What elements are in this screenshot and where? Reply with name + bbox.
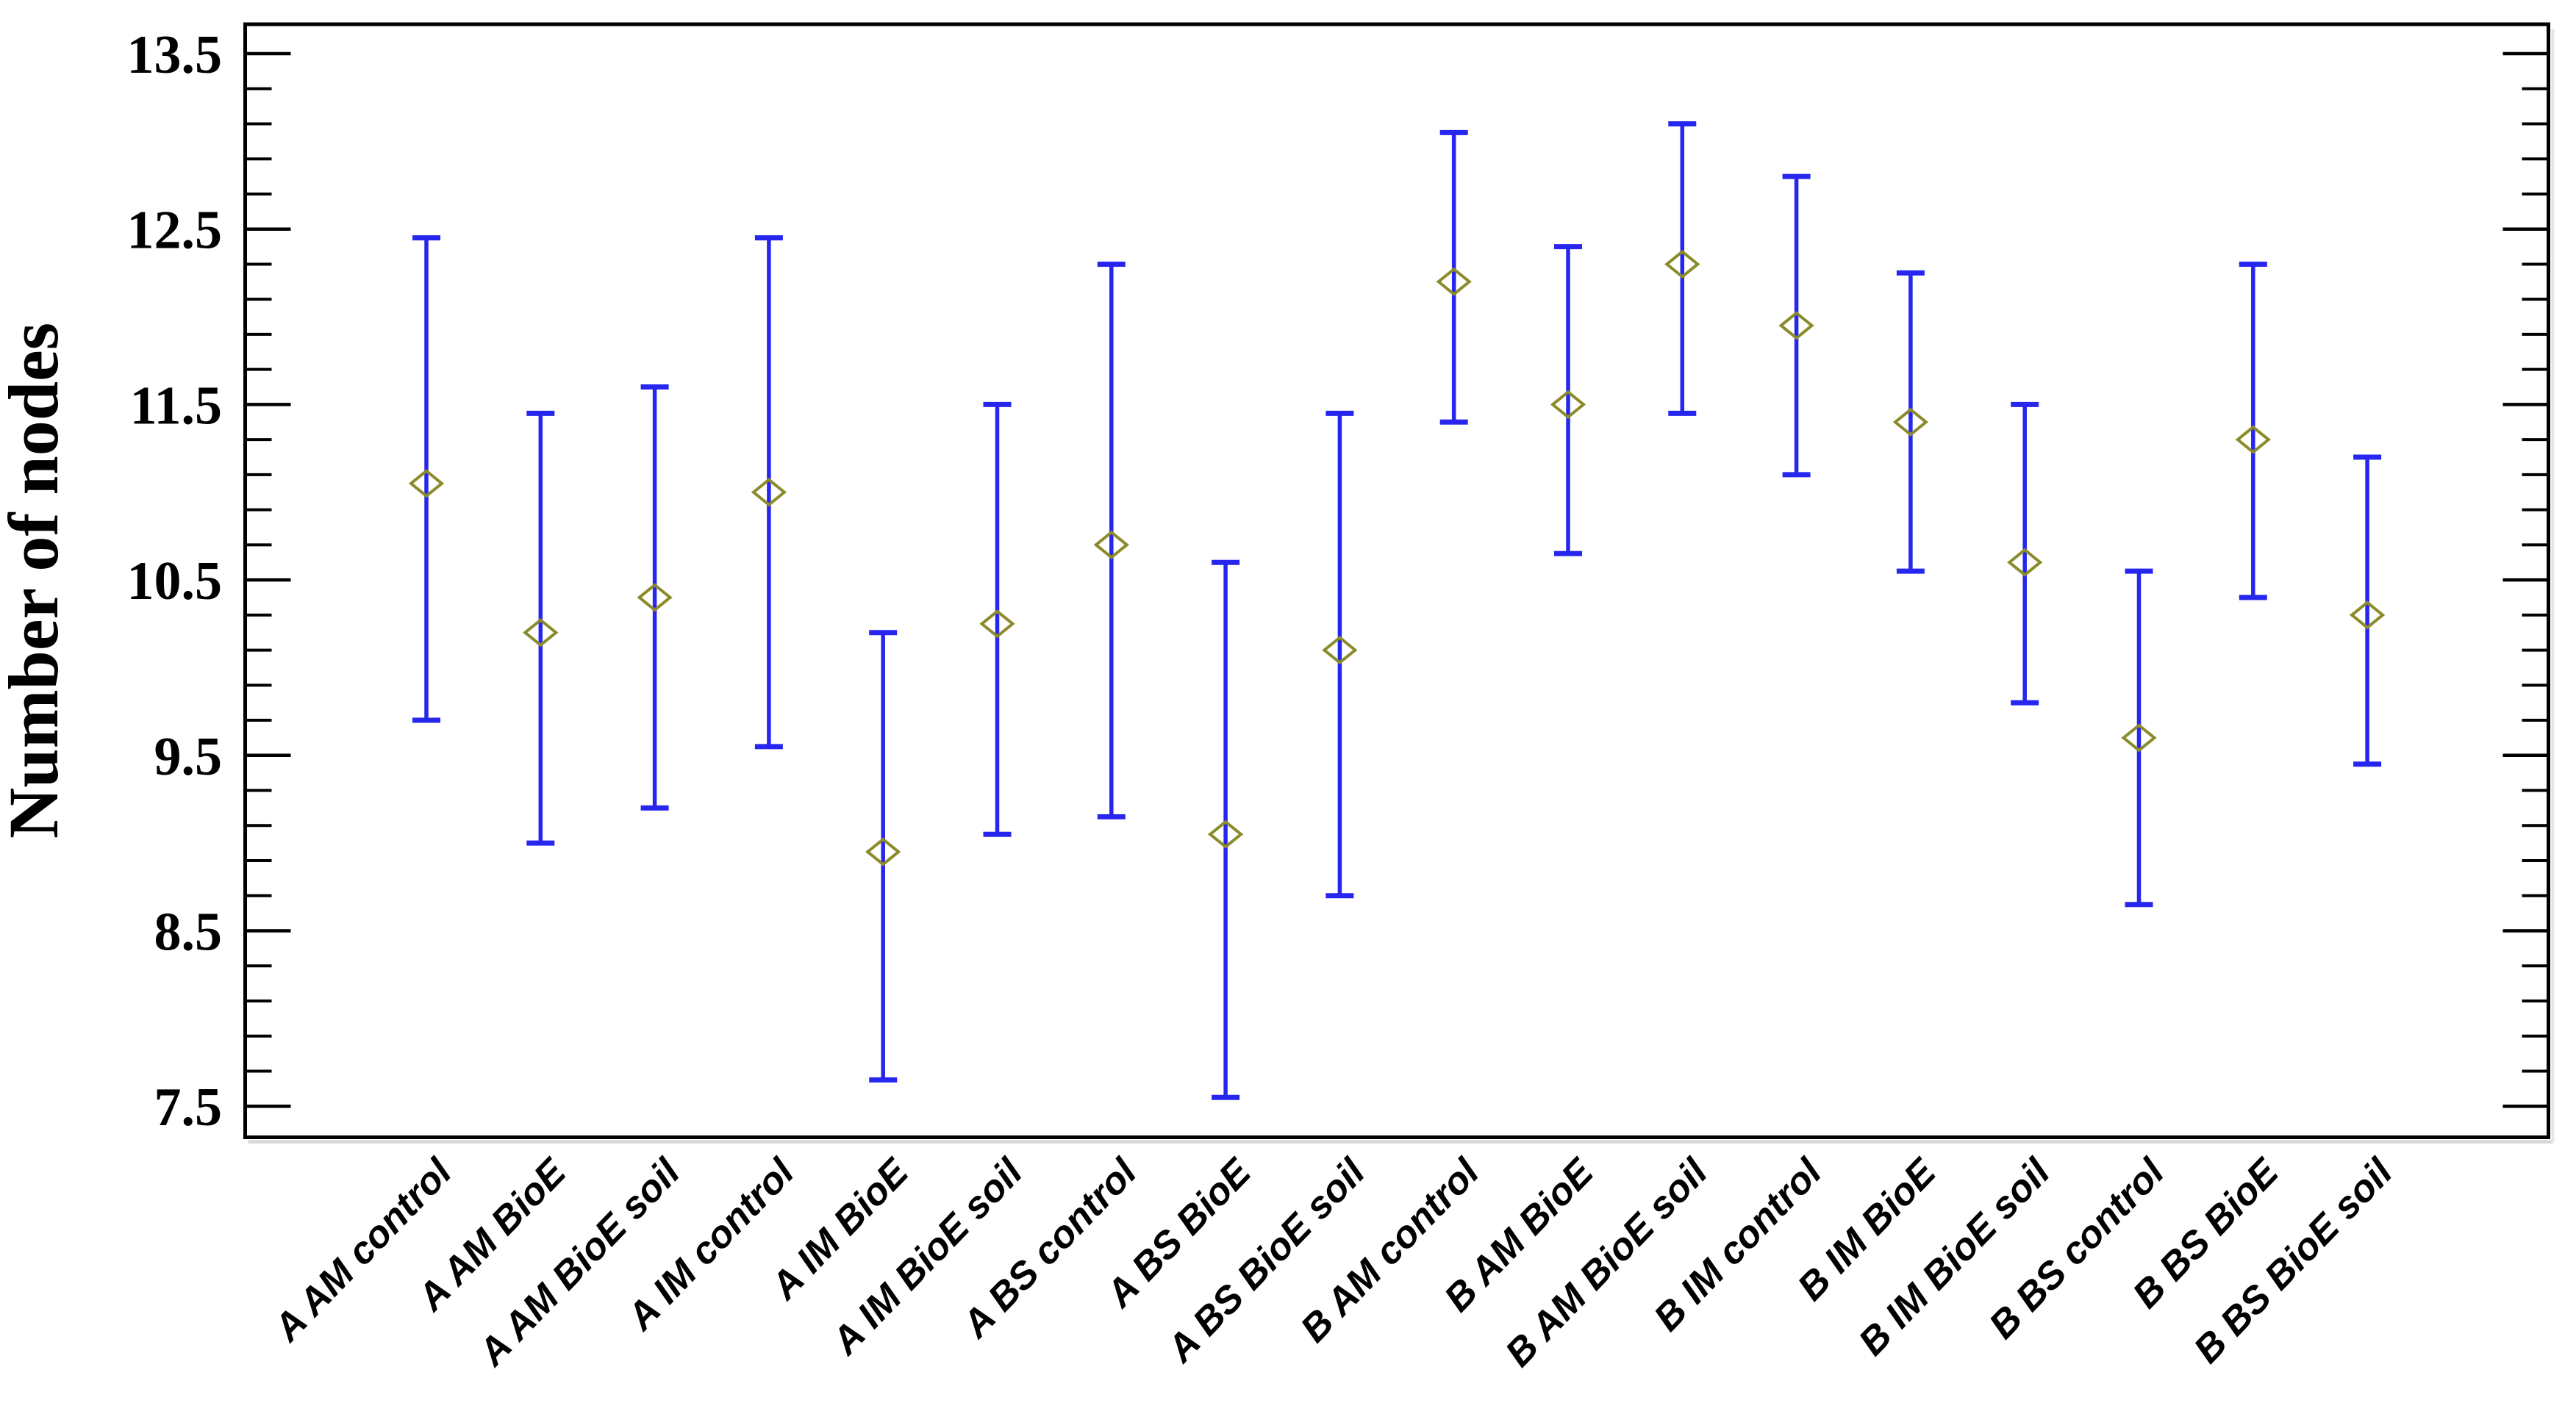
x-tick-label: B BS BioE soil [2186, 1150, 2402, 1371]
mean-marker-diamond [408, 469, 445, 498]
x-tick-label: A IM BioE soil [823, 1150, 1032, 1364]
y-tick-label: 13.5 [127, 25, 223, 85]
x-tick-label: A BS BioE soil [1158, 1150, 1374, 1371]
mean-marker-diamond [637, 583, 673, 612]
mean-marker-diamond [523, 618, 559, 647]
x-tick-label: B IM BioE soil [1850, 1150, 2059, 1364]
plot-frame [243, 22, 2550, 1139]
y-axis-title: Number of nodes [0, 323, 73, 839]
y-tick-label: 7.5 [154, 1077, 223, 1138]
mean-marker-diamond [1322, 636, 1358, 665]
mean-marker-diamond [2235, 425, 2271, 454]
mean-marker-diamond [2349, 600, 2386, 630]
mean-marker-diamond [1550, 390, 1586, 419]
y-tick-label: 12.5 [127, 201, 223, 261]
x-tick-label: A AM control [265, 1150, 460, 1351]
mean-marker-diamond [2007, 548, 2043, 577]
mean-marker-diamond [2121, 723, 2157, 753]
mean-marker-diamond [1778, 311, 1814, 340]
mean-marker-diamond [751, 478, 787, 507]
mean-marker-diamond [1093, 530, 1129, 559]
mean-marker-diamond [1436, 267, 1472, 296]
y-tick-label: 11.5 [130, 376, 222, 436]
mean-marker-diamond [979, 609, 1015, 639]
y-tick-label: 10.5 [127, 551, 223, 611]
mean-marker-diamond [1207, 819, 1244, 849]
mean-marker-diamond [1664, 249, 1700, 279]
x-tick-label: A AM BioE soil [470, 1150, 689, 1375]
y-tick-label: 9.5 [154, 727, 223, 787]
mean-marker-diamond [1892, 407, 1929, 437]
y-tick-label: 8.5 [154, 902, 223, 963]
x-tick-label: B AM BioE soil [1498, 1150, 1717, 1375]
mean-marker-diamond [865, 837, 901, 866]
